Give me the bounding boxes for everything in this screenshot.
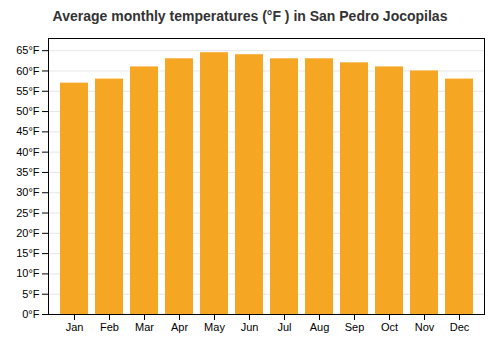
svg-text:55°F: 55°F xyxy=(16,85,40,97)
svg-text:20°F: 20°F xyxy=(16,227,40,239)
svg-text:5°F: 5°F xyxy=(22,288,40,300)
svg-text:Oct: Oct xyxy=(381,321,398,333)
svg-text:50°F: 50°F xyxy=(16,105,40,117)
svg-text:45°F: 45°F xyxy=(16,125,40,137)
svg-text:Sep: Sep xyxy=(345,321,365,333)
svg-text:40°F: 40°F xyxy=(16,146,40,158)
svg-text:Feb: Feb xyxy=(100,321,119,333)
svg-text:Dec: Dec xyxy=(450,321,470,333)
html-text:Average monthly temperatures (: Average monthly temperatures (°F ) in Sa… xyxy=(52,8,448,24)
svg-text:Jul: Jul xyxy=(277,321,291,333)
svg-text:Apr: Apr xyxy=(171,321,188,333)
svg-text:Aug: Aug xyxy=(310,321,330,333)
svg-text:10°F: 10°F xyxy=(16,267,40,279)
svg-text:Nov: Nov xyxy=(415,321,435,333)
svg-text:Jan: Jan xyxy=(66,321,84,333)
svg-text:0°F: 0°F xyxy=(22,308,40,320)
svg-text:25°F: 25°F xyxy=(16,207,40,219)
svg-text:Mar: Mar xyxy=(135,321,154,333)
svg-text:30°F: 30°F xyxy=(16,186,40,198)
svg-text:15°F: 15°F xyxy=(16,247,40,259)
svg-text:Jun: Jun xyxy=(241,321,259,333)
svg-text:60°F: 60°F xyxy=(16,64,40,76)
svg-text:65°F: 65°F xyxy=(16,44,40,56)
svg-text:May: May xyxy=(204,321,225,333)
svg-text:35°F: 35°F xyxy=(16,166,40,178)
